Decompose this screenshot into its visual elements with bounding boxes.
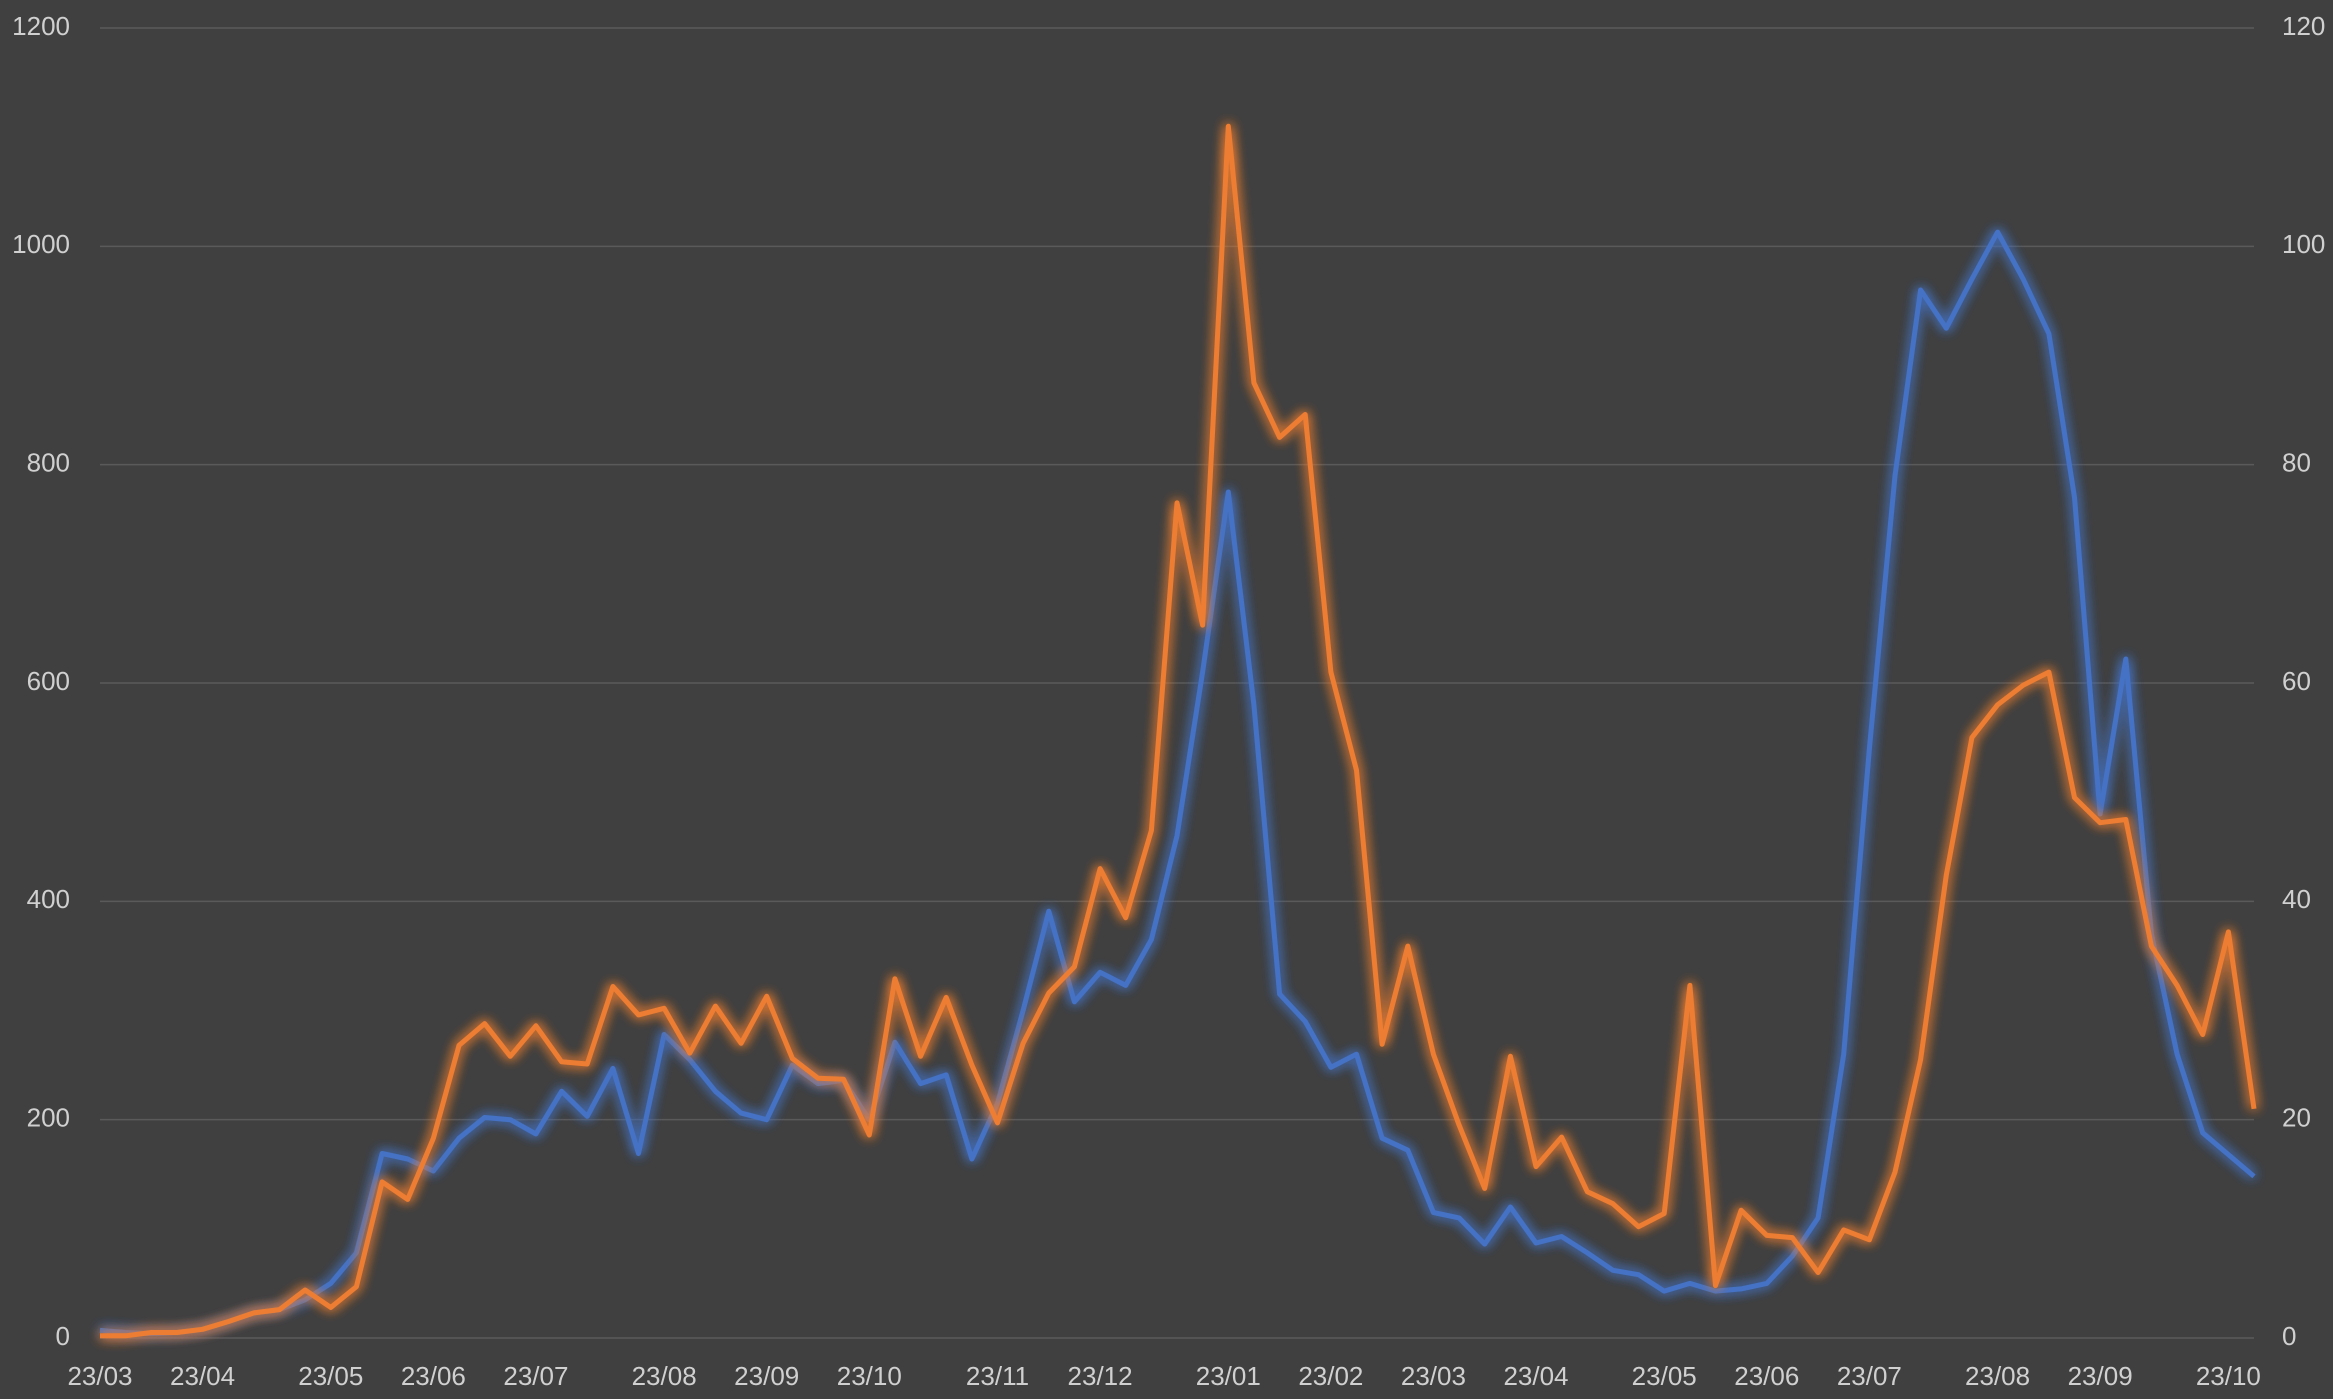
y2-tick-label: 60	[2282, 666, 2311, 696]
y-tick-label: 1200	[12, 11, 70, 41]
x-tick-label: 23/03	[1401, 1361, 1466, 1391]
y-tick-label: 0	[56, 1321, 70, 1351]
x-tick-label: 23/12	[1068, 1361, 1133, 1391]
x-tick-label: 23/07	[1837, 1361, 1902, 1391]
y2-tick-label: 40	[2282, 884, 2311, 914]
x-tick-label: 23/05	[1632, 1361, 1697, 1391]
x-tick-label: 23/03	[67, 1361, 132, 1391]
y2-tick-label: 80	[2282, 448, 2311, 478]
x-tick-label: 23/09	[2068, 1361, 2133, 1391]
x-tick-label: 23/08	[1965, 1361, 2030, 1391]
x-tick-label: 23/06	[401, 1361, 466, 1391]
x-tick-label: 23/10	[2196, 1361, 2261, 1391]
x-tick-label: 23/02	[1298, 1361, 1363, 1391]
x-tick-label: 23/06	[1734, 1361, 1799, 1391]
y2-tick-label: 120	[2282, 11, 2325, 41]
y2-tick-label: 20	[2282, 1103, 2311, 1133]
x-tick-label: 23/08	[632, 1361, 697, 1391]
x-tick-label: 23/05	[298, 1361, 363, 1391]
y-tick-label: 200	[27, 1103, 70, 1133]
series-line	[99, 229, 2256, 1337]
y-tick-label: 600	[27, 666, 70, 696]
series-line	[100, 123, 2257, 1339]
y-tick-label: 800	[27, 448, 70, 478]
x-tick-label: 23/04	[170, 1361, 235, 1391]
x-tick-label: 23/11	[966, 1361, 1029, 1391]
y-tick-label: 1000	[12, 229, 70, 259]
x-tick-label: 23/04	[1503, 1361, 1568, 1391]
x-tick-label: 23/07	[503, 1361, 568, 1391]
x-tick-label: 23/09	[734, 1361, 799, 1391]
y2-tick-label: 100	[2282, 229, 2325, 259]
y-tick-label: 400	[27, 884, 70, 914]
x-tick-label: 23/01	[1196, 1361, 1261, 1391]
y2-tick-label: 0	[2282, 1321, 2296, 1351]
x-tick-label: 23/10	[837, 1361, 902, 1391]
